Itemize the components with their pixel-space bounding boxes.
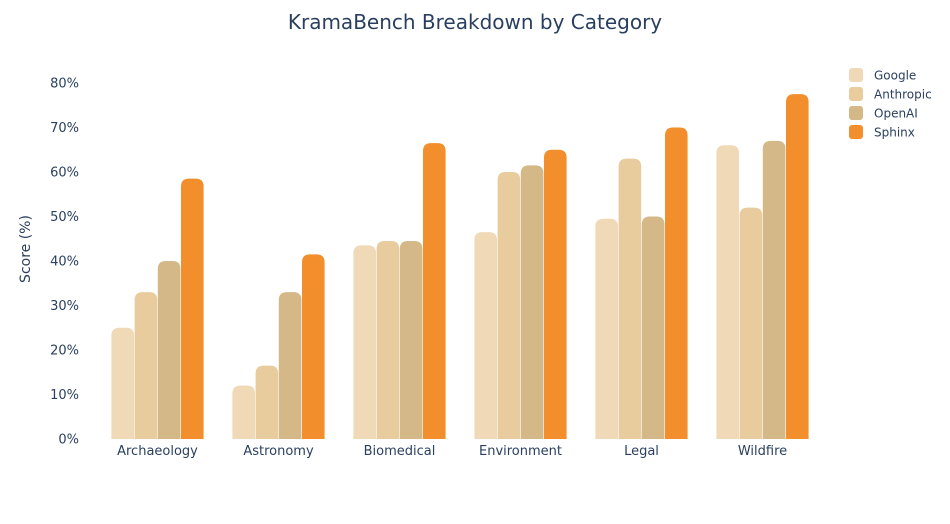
legend-label: Sphinx (874, 126, 915, 140)
bar[interactable]: Sphinx – Wildfire: 77.5% (786, 94, 809, 439)
y-tick-label: 10% (50, 388, 79, 403)
y-axis-ticks: 0% 10% 20% 30% 40% 50% 60% 70% 80% (50, 77, 79, 448)
legend-swatch (849, 87, 863, 101)
bar[interactable]: OpenAI – Wildfire: 67% (762, 140, 786, 439)
bar-group: Google – Biomedical: 43.5%Anthropic – Bi… (353, 143, 446, 439)
bar[interactable]: Sphinx – Environment: 65% (544, 149, 567, 439)
bar-group: Google – Astronomy: 12%Anthropic – Astro… (232, 254, 325, 439)
x-tick-label: Archaeology (117, 444, 198, 459)
bar[interactable]: Anthropic – Biomedical: 44.5% (376, 240, 400, 439)
bar-group: Google – Archaeology: 25%Anthropic – Arc… (111, 178, 204, 440)
bar-group: Google – Legal: 49.5%Anthropic – Legal: … (595, 127, 688, 440)
bar[interactable]: Google – Biomedical: 43.5% (353, 245, 376, 439)
y-axis-label: Score (%) (18, 215, 34, 283)
bar[interactable]: Sphinx – Biomedical: 66.5% (423, 143, 446, 439)
x-tick-label: Wildfire (738, 444, 787, 459)
bar[interactable]: OpenAI – Environment: 61.5% (520, 165, 544, 439)
legend-label: Google (874, 69, 916, 83)
legend-swatch (849, 68, 863, 82)
bar[interactable]: Anthropic – Legal: 63% (618, 158, 642, 439)
bar[interactable]: Google – Archaeology: 25% (111, 327, 134, 439)
y-tick-label: 60% (50, 166, 79, 181)
y-tick-label: 80% (50, 77, 79, 92)
legend-label: OpenAI (874, 107, 918, 121)
bar-groups: Google – Archaeology: 25%Anthropic – Arc… (111, 94, 809, 440)
bar[interactable]: OpenAI – Legal: 50% (641, 216, 665, 440)
legend-item[interactable]: Anthropic (849, 87, 932, 102)
y-tick-label: 0% (58, 433, 79, 448)
chart-title: KramaBench Breakdown by Category (288, 10, 662, 34)
x-tick-label: Environment (479, 444, 562, 459)
legend-item[interactable]: Google (849, 68, 916, 83)
bar[interactable]: Google – Legal: 49.5% (595, 218, 618, 439)
bar[interactable]: Sphinx – Archaeology: 58.5% (181, 178, 204, 440)
legend[interactable]: Google Anthropic OpenAI Sphinx (849, 68, 932, 140)
bar[interactable]: Anthropic – Archaeology: 33% (134, 292, 158, 439)
bar[interactable]: OpenAI – Archaeology: 40% (157, 261, 181, 439)
bar[interactable]: Google – Wildfire: 66% (716, 145, 739, 440)
bar[interactable]: Sphinx – Astronomy: 41.5% (302, 254, 325, 439)
bar[interactable]: Google – Environment: 46.5% (474, 232, 497, 439)
bar-group: Google – Environment: 46.5%Anthropic – E… (474, 149, 567, 439)
legend-swatch (849, 125, 863, 139)
y-tick-label: 20% (50, 344, 79, 359)
y-tick-label: 30% (50, 299, 79, 314)
legend-item[interactable]: OpenAI (849, 106, 918, 121)
x-axis-ticks: Archaeology Astronomy Biomedical Environmen… (117, 444, 787, 459)
y-tick-label: 50% (50, 210, 79, 225)
y-tick-label: 40% (50, 255, 79, 270)
x-tick-label: Astronomy (243, 444, 314, 459)
bar[interactable]: Sphinx – Legal: 70% (665, 127, 688, 440)
x-tick-label: Legal (624, 444, 659, 459)
y-tick-label: 70% (50, 121, 79, 136)
legend-item[interactable]: Sphinx (849, 125, 915, 140)
bar[interactable]: Anthropic – Environment: 60% (497, 172, 521, 439)
bar[interactable]: OpenAI – Astronomy: 33% (278, 292, 302, 439)
bar[interactable]: OpenAI – Biomedical: 44.5% (399, 240, 423, 439)
bar-group: Google – Wildfire: 66%Anthropic – Wildfi… (716, 94, 809, 440)
x-tick-label: Biomedical (364, 444, 436, 459)
bar[interactable]: Anthropic – Wildfire: 52% (739, 207, 763, 439)
legend-label: Anthropic (874, 88, 932, 102)
bar[interactable]: Google – Astronomy: 12% (232, 385, 255, 439)
bar[interactable]: Anthropic – Astronomy: 16.5% (255, 365, 279, 439)
legend-swatch (849, 106, 863, 120)
